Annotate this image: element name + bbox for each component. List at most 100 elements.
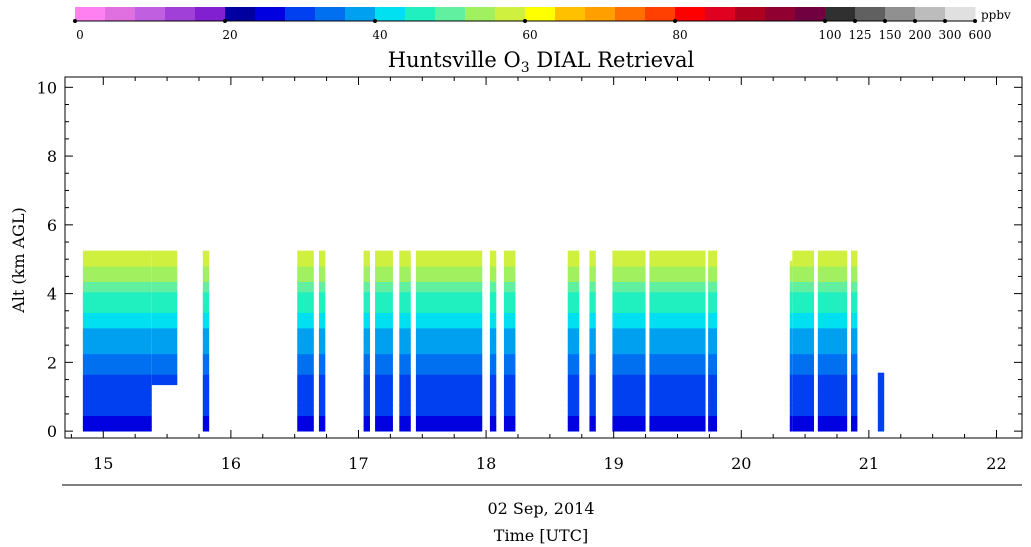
- retrieval-profile: [708, 250, 718, 432]
- ozone-cell: [503, 400, 516, 406]
- ozone-cell: [297, 286, 314, 293]
- ozone-cell: [202, 322, 210, 329]
- ozone-cell: [792, 379, 815, 386]
- colorbar: 0 20 40 60 80 100 125 150 200 300 600: [73, 7, 991, 42]
- ozone-cell: [151, 291, 178, 298]
- ozone-cell: [649, 420, 706, 427]
- ozone-cell: [82, 333, 152, 339]
- ozone-cell: [851, 405, 858, 411]
- ozone-cell: [851, 374, 858, 380]
- ozone-cell: [415, 405, 483, 411]
- ozone-cell: [151, 281, 178, 288]
- ozone-cell: [399, 312, 411, 319]
- colorbar-tick-label: 600: [969, 28, 992, 42]
- ozone-cell: [399, 415, 411, 422]
- ozone-cell: [612, 415, 646, 422]
- ozone-cell: [851, 260, 858, 267]
- ozone-cell: [489, 395, 497, 401]
- ozone-cell: [612, 379, 646, 386]
- ozone-cell: [489, 369, 497, 375]
- retrieval-profile: [649, 250, 706, 432]
- plot-data-area: [82, 250, 885, 432]
- ozone-cell: [708, 348, 718, 355]
- ozone-cell: [612, 281, 646, 288]
- ozone-cell: [82, 307, 152, 313]
- ozone-cell: [567, 260, 580, 267]
- colorbar-swatch: [375, 7, 406, 21]
- ozone-cell: [567, 317, 580, 324]
- ozone-cell: [318, 312, 326, 319]
- ozone-cell: [151, 302, 178, 308]
- ozone-cell: [151, 353, 178, 360]
- ozone-cell: [82, 389, 152, 396]
- ozone-cell: [612, 302, 646, 308]
- ozone-cell: [318, 405, 326, 411]
- ozone-cell: [363, 384, 370, 391]
- ozone-cell: [817, 338, 848, 344]
- ozone-cell: [612, 327, 646, 334]
- ozone-cell: [297, 425, 314, 432]
- ozone-cell: [817, 291, 848, 298]
- ozone-cell: [375, 281, 393, 288]
- ozone-cell: [399, 271, 411, 277]
- ozone-cell: [318, 358, 326, 365]
- ozone-cell: [363, 291, 370, 298]
- ozone-cell: [399, 389, 411, 396]
- ozone-cell: [567, 425, 580, 432]
- retrieval-profile: [375, 250, 393, 432]
- ozone-cell: [589, 405, 596, 411]
- colorbar-tick-label: 200: [909, 28, 932, 42]
- ozone-cell: [363, 281, 370, 288]
- ozone-cell: [851, 271, 858, 277]
- ozone-cell: [503, 338, 516, 344]
- ozone-cell: [415, 276, 483, 282]
- ozone-cell: [851, 379, 858, 386]
- ozone-cell: [375, 260, 393, 267]
- ozone-cell: [297, 322, 314, 329]
- ozone-cell: [489, 405, 497, 411]
- ozone-cell: [202, 425, 210, 432]
- ozone-cell: [567, 281, 580, 288]
- ozone-cell: [708, 297, 718, 303]
- ozone-cell: [789, 410, 793, 417]
- ozone-cell: [567, 374, 580, 380]
- ozone-cell: [297, 302, 314, 308]
- ozone-cell: [375, 343, 393, 350]
- ozone-cell: [612, 384, 646, 391]
- ozone-cell: [877, 405, 885, 411]
- ozone-cell: [363, 425, 370, 432]
- colorbar-tick-mark: [823, 19, 827, 23]
- ozone-cell: [297, 291, 314, 298]
- ozone-cell: [817, 358, 848, 365]
- ozone-cell: [202, 374, 210, 380]
- colorbar-swatch: [195, 7, 226, 21]
- ozone-cell: [649, 302, 706, 308]
- retrieval-profile: [503, 250, 516, 432]
- ozone-cell: [649, 405, 706, 411]
- ozone-cell: [399, 420, 411, 427]
- ozone-cell: [789, 374, 793, 380]
- ozone-cell: [708, 374, 718, 380]
- ozone-cell: [82, 374, 152, 380]
- ozone-cell: [202, 260, 210, 267]
- y-tick-label: 2: [47, 353, 57, 372]
- ozone-cell: [415, 358, 483, 365]
- ozone-cell: [589, 255, 596, 262]
- ozone-cell: [399, 374, 411, 380]
- ozone-cell: [789, 276, 793, 282]
- ozone-cell: [708, 389, 718, 396]
- ozone-cell: [297, 250, 314, 257]
- ozone-cell: [612, 260, 646, 267]
- ozone-cell: [503, 260, 516, 267]
- ozone-cell: [567, 312, 580, 319]
- ozone-cell: [202, 297, 210, 303]
- colorbar-tick-label: 300: [939, 28, 962, 42]
- ozone-cell: [792, 302, 815, 308]
- ozone-cell: [375, 369, 393, 375]
- ozone-cell: [851, 395, 858, 401]
- ozone-cell: [503, 384, 516, 391]
- ozone-cell: [363, 271, 370, 277]
- ozone-cell: [851, 307, 858, 313]
- ozone-cell: [792, 291, 815, 298]
- ozone-cell: [363, 307, 370, 313]
